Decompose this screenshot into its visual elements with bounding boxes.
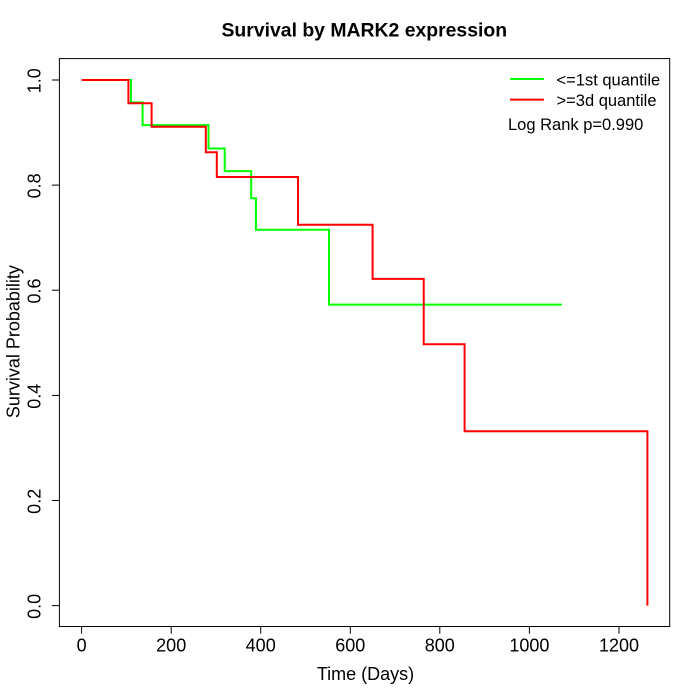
svg-text:400: 400 — [246, 635, 276, 655]
svg-text:0.4: 0.4 — [25, 384, 45, 409]
svg-text:800: 800 — [425, 635, 455, 655]
svg-text:Survival Probability: Survival Probability — [4, 265, 24, 418]
svg-text:0.8: 0.8 — [25, 173, 45, 198]
svg-text:0.6: 0.6 — [25, 278, 45, 303]
svg-text:Log Rank p=0.990: Log Rank p=0.990 — [508, 116, 643, 134]
svg-text:1.0: 1.0 — [25, 68, 45, 93]
svg-text:<=1st quantile: <=1st quantile — [557, 71, 661, 89]
svg-text:0.2: 0.2 — [25, 489, 45, 514]
svg-text:>=3d quantile: >=3d quantile — [557, 92, 657, 110]
svg-text:Time (Days): Time (Days) — [317, 664, 414, 684]
svg-text:Survival by MARK2 expression: Survival by MARK2 expression — [222, 19, 508, 41]
svg-text:200: 200 — [156, 635, 186, 655]
svg-text:600: 600 — [335, 635, 365, 655]
svg-text:1200: 1200 — [599, 635, 639, 655]
svg-text:0.0: 0.0 — [25, 594, 45, 619]
svg-text:1000: 1000 — [509, 635, 549, 655]
svg-text:0: 0 — [77, 635, 87, 655]
